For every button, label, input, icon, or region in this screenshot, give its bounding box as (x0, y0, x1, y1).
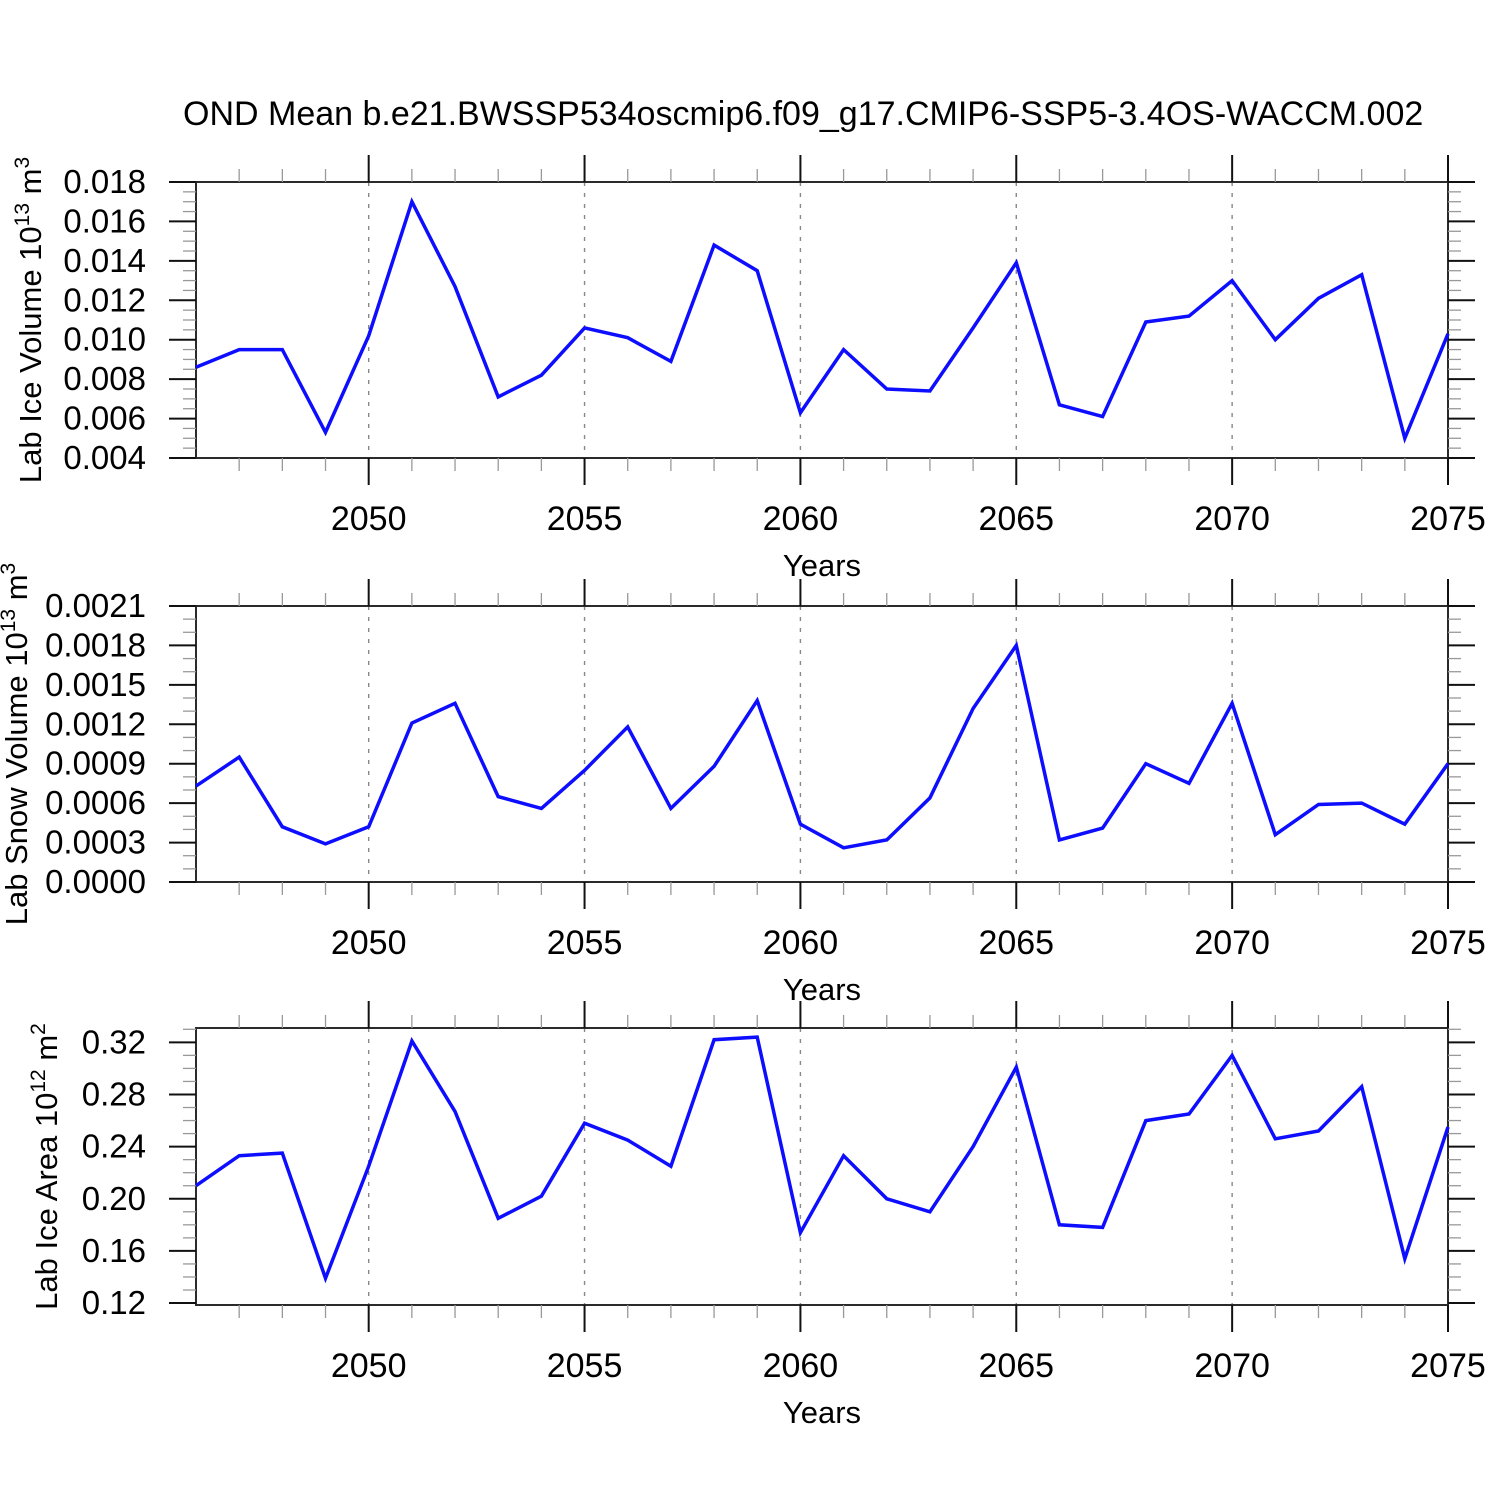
x-tick-label: 2075 (1410, 924, 1486, 962)
y-tick-label: 0.16 (82, 1232, 146, 1269)
x-tick-label: 2070 (1194, 1347, 1270, 1385)
y-tick-label: 0.012 (63, 281, 146, 318)
y-tick-labels: 0.12 0.16 0.20 0.24 0.28 0.32 (82, 1023, 146, 1321)
y-tick-label: 0.016 (63, 202, 146, 239)
data-line (195, 641, 1450, 850)
x-axis-title: Years (783, 548, 861, 583)
x-ticks (238, 1001, 1449, 1332)
x-tick-label: 2065 (978, 1347, 1054, 1385)
chart-title: OND Mean b.e21.BWSSP534oscmip6.f09_g17.C… (183, 95, 1424, 133)
x-tick-label: 2055 (547, 500, 623, 538)
data-line (195, 1035, 1450, 1284)
x-tick-label: 2060 (763, 500, 839, 538)
x-ticks (238, 579, 1449, 909)
y-tick-label: 0.0018 (45, 626, 146, 663)
y-tick-label: 0.0003 (45, 824, 146, 861)
x-tick-label: 2065 (978, 500, 1054, 538)
x-tick-label: 2075 (1410, 1347, 1486, 1385)
x-ticks (238, 155, 1449, 485)
x-tick-label: 2055 (547, 924, 623, 962)
plot-border (195, 605, 1449, 883)
y-tick-label: 0.0012 (45, 705, 146, 742)
y-tick-label: 0.0000 (45, 863, 146, 900)
x-axis-title: Years (783, 1395, 861, 1430)
data-line (195, 197, 1450, 444)
y-tick-label: 0.008 (63, 360, 146, 397)
y-tick-label: 0.0015 (45, 666, 146, 703)
x-tick-label: 2050 (331, 924, 407, 962)
ice-volume-panel: 0.0040.0060.0080.0100.0120.0140.0160.018… (11, 155, 1486, 583)
x-axis-title: Years (783, 972, 861, 1007)
y-tick-label: 0.32 (82, 1023, 146, 1060)
x-tick-label: 2050 (331, 500, 407, 538)
x-tick-labels: 2050 2055 2060 2065 2070 2075 (331, 924, 1486, 962)
y-tick-label: 0.0009 (45, 745, 146, 782)
x-tick-label: 2070 (1194, 924, 1270, 962)
x-gridlines (367, 606, 1233, 882)
x-gridlines (367, 1028, 1233, 1305)
y-tick-label: 0.018 (63, 163, 146, 200)
x-tick-label: 2070 (1194, 500, 1270, 538)
y-tick-labels: 0.00000.00030.00060.00090.00120.00150.00… (45, 587, 146, 900)
x-tick-label: 2065 (978, 924, 1054, 962)
y-tick-label: 0.004 (63, 439, 146, 476)
x-tick-label: 2060 (763, 1347, 839, 1385)
y-tick-label: 0.20 (82, 1180, 146, 1217)
y-tick-label: 0.0021 (45, 587, 146, 624)
x-tick-labels: 2050 2055 2060 2065 2070 2075 (331, 500, 1486, 538)
y-tick-label: 0.006 (63, 400, 146, 437)
y-axis-title: Lab Snow Volume 1013 m3 (0, 563, 34, 925)
y-tick-label: 0.12 (82, 1284, 146, 1321)
y-ticks (169, 181, 1475, 459)
y-axis-title: Lab Ice Area 1012 m2 (27, 1023, 64, 1310)
y-tick-label: 0.24 (82, 1128, 146, 1165)
x-tick-label: 2055 (547, 1347, 623, 1385)
y-ticks (169, 605, 1475, 883)
x-tick-labels: 2050 2055 2060 2065 2070 2075 (331, 1347, 1486, 1385)
y-tick-label: 0.0006 (45, 784, 146, 821)
x-tick-label: 2050 (331, 1347, 407, 1385)
x-tick-label: 2075 (1410, 500, 1486, 538)
y-axis-title: Lab Ice Volume 1013 m3 (11, 157, 48, 483)
x-gridlines (367, 182, 1233, 458)
plot-border (195, 1027, 1449, 1306)
x-tick-label: 2060 (763, 924, 839, 962)
ice-area-panel: 0.12 0.16 0.20 0.24 0.28 0.32 2050 2055 2060 2065… (27, 1001, 1486, 1430)
y-ticks (169, 1028, 1475, 1305)
y-tick-label: 0.010 (63, 321, 146, 358)
y-tick-label: 0.014 (63, 242, 146, 279)
snow-volume-panel: 0.00000.00030.00060.00090.00120.00150.00… (0, 563, 1486, 1007)
y-tick-label: 0.28 (82, 1075, 146, 1112)
